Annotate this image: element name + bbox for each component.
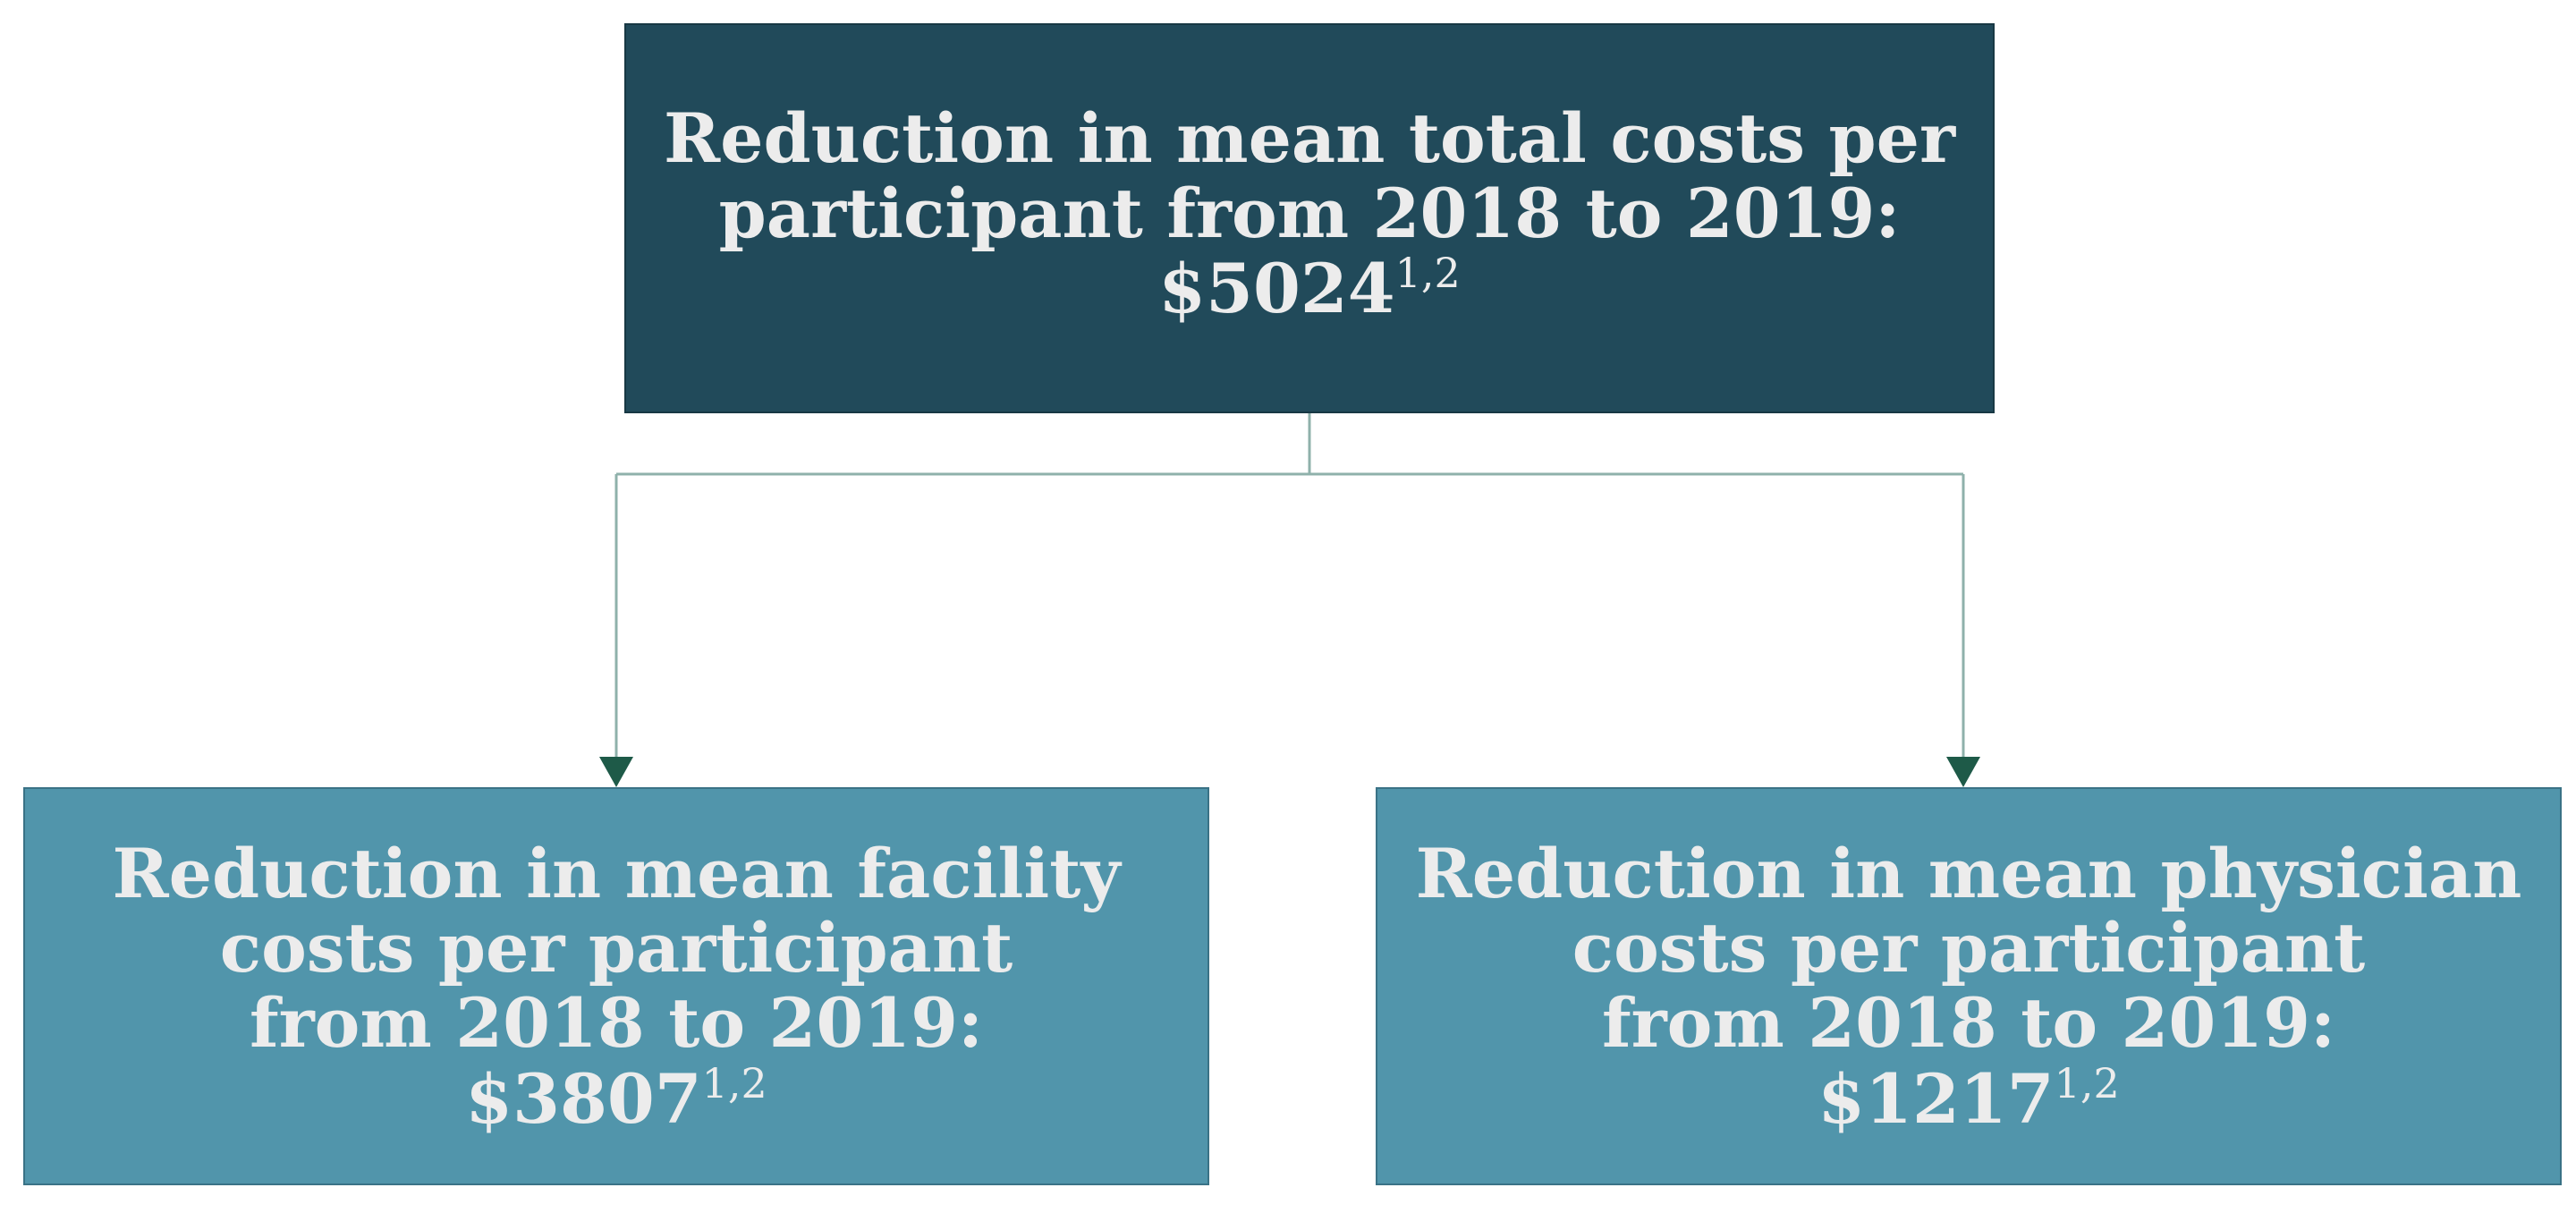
facility-costs-amount: $3807 (465, 1058, 702, 1139)
total-costs-line-2: participant from 2018 to 2019: (718, 173, 1901, 253)
physician-costs-line-3: from 2018 to 2019: (1601, 983, 2336, 1063)
arrowhead-left-icon (599, 757, 633, 787)
facility-costs-line-2: costs per participant (219, 908, 1013, 988)
physician-costs-amount-row: $12171,2 (1818, 1058, 2120, 1139)
physician-costs-amount: $1217 (1818, 1058, 2055, 1139)
facility-costs-box: Reduction in mean facility costs per par… (23, 787, 1209, 1185)
total-costs-footnote: 1,2 (1394, 249, 1461, 298)
total-costs-amount: $5024 (1158, 249, 1395, 329)
total-costs-box: Reduction in mean total costs per partic… (624, 23, 1995, 413)
facility-costs-footnote: 1,2 (701, 1058, 767, 1107)
facility-costs-line-3: from 2018 to 2019: (249, 983, 984, 1063)
total-costs-line-1: Reduction in mean total costs per (664, 98, 1955, 179)
total-costs-amount-row: $50241,2 (1158, 250, 1461, 327)
physician-costs-line-2: costs per participant (1572, 908, 2366, 988)
physician-costs-box: Reduction in mean physician costs per pa… (1376, 787, 2562, 1185)
physician-costs-line-1: Reduction in mean physician (1415, 833, 2522, 913)
arrowhead-right-icon (1946, 757, 1980, 787)
facility-costs-line-1: Reduction in mean facility (112, 833, 1121, 913)
physician-costs-footnote: 1,2 (2054, 1058, 2120, 1107)
facility-costs-amount-row: $38071,2 (465, 1058, 767, 1139)
